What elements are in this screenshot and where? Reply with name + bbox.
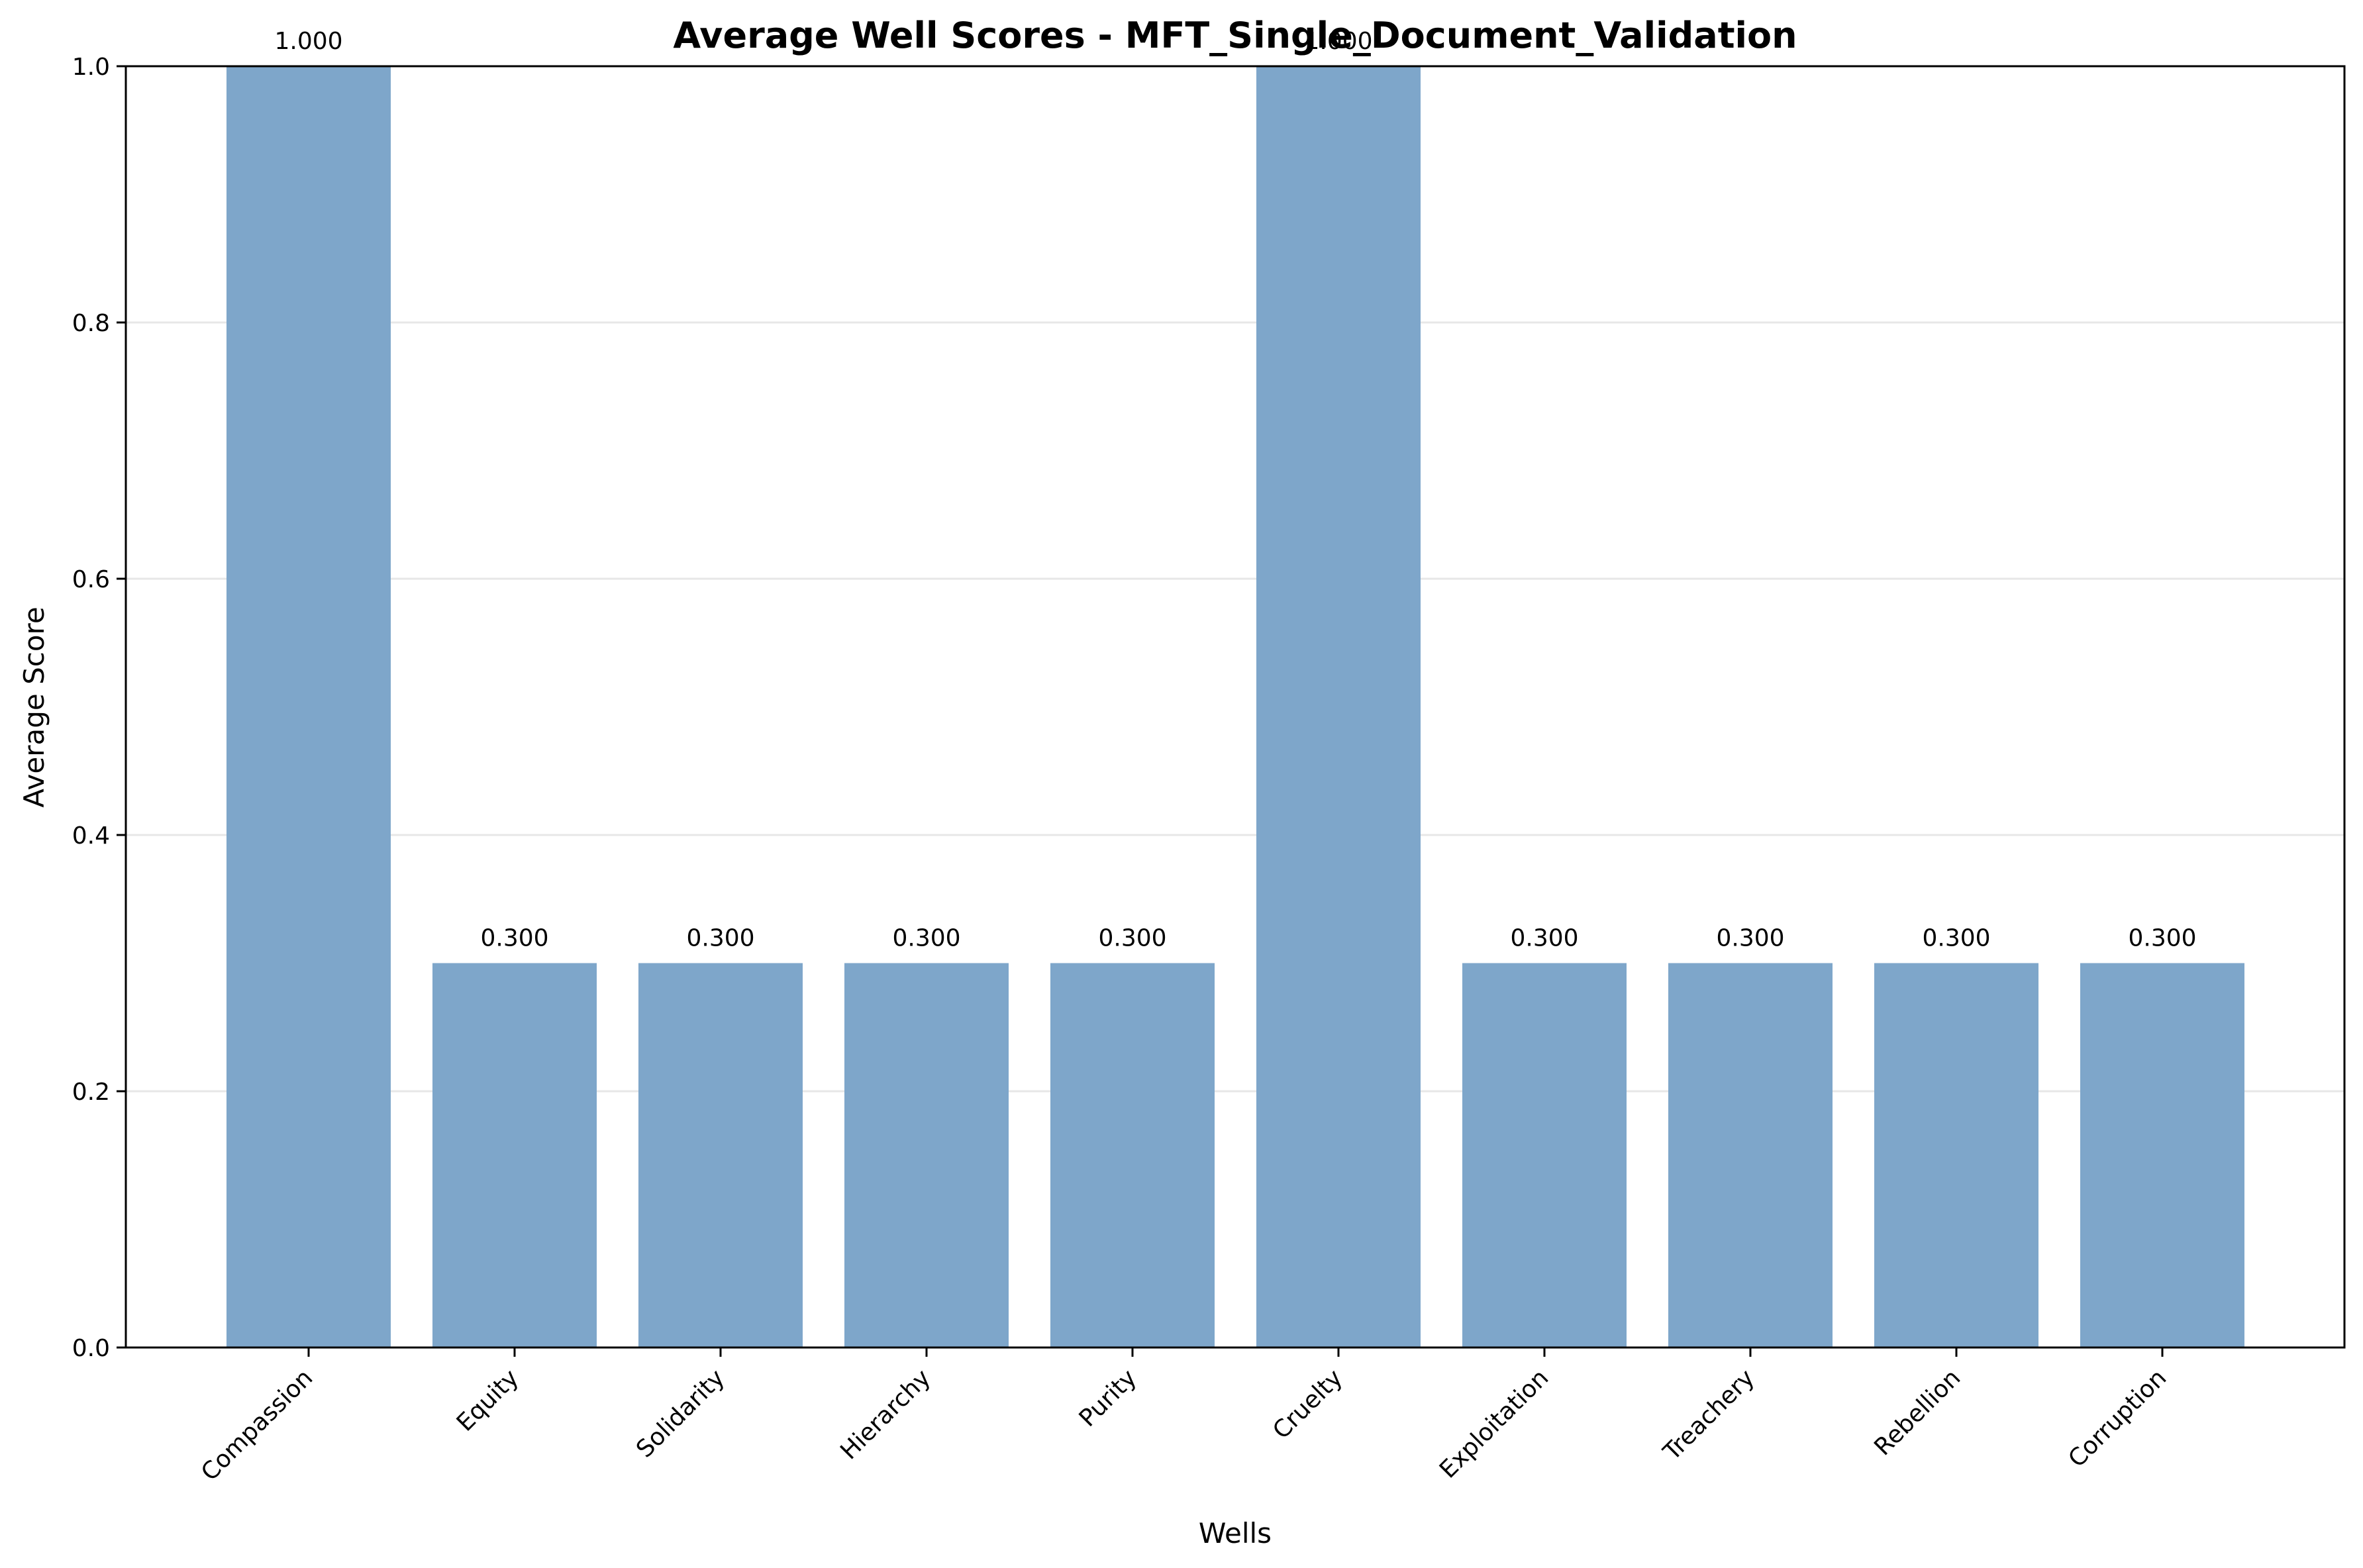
bar-cruelty [1256, 66, 1421, 1348]
chart-title: Average Well Scores - MFT_Single_Documen… [673, 15, 1797, 56]
bar-value-label: 0.300 [892, 925, 960, 952]
y-axis: 0.0 0.2 0.4 0.6 0.8 1.0 [72, 54, 126, 1362]
bar-equity [432, 963, 597, 1348]
bar-purity [1050, 963, 1215, 1348]
y-tick-label: 0.6 [72, 566, 110, 593]
bar-solidarity [638, 963, 803, 1348]
x-axis-label: Wells [1199, 1517, 1272, 1549]
bar-value-label: 0.300 [2128, 925, 2196, 952]
bar-compassion [226, 66, 391, 1348]
x-tick-label: Treachery [1658, 1364, 1760, 1466]
bar-value-label: 0.300 [1098, 925, 1166, 952]
y-tick-label: 0.8 [72, 310, 110, 337]
bar-exploitation [1462, 963, 1627, 1348]
bar-value-label: 1.000 [274, 28, 342, 55]
y-tick-label: 1.0 [72, 54, 110, 81]
bar-hierarchy [844, 963, 1009, 1348]
y-axis-label: Average Score [18, 607, 50, 807]
y-tick-label: 0.4 [72, 822, 110, 850]
x-axis: Compassion Equity Solidarity Hierarchy Purit… [196, 1348, 2172, 1487]
y-tick-label: 0.2 [72, 1079, 110, 1106]
x-tick-label: Rebellion [1869, 1364, 1966, 1461]
bar-value-label: 0.300 [1716, 925, 1784, 952]
plot-frame [125, 65, 2346, 1349]
x-tick-label: Equity [452, 1364, 524, 1436]
x-tick-label: Purity [1074, 1364, 1142, 1432]
x-tick-label: Corruption [2063, 1364, 2172, 1473]
bar-value-labels: 1.000 0.300 0.300 0.300 0.300 1.000 0.300 0.300… [274, 28, 2196, 952]
bar-value-label: 0.300 [1510, 925, 1578, 952]
bar-treachery [1668, 963, 1833, 1348]
y-tick-label: 0.0 [72, 1335, 110, 1362]
bar-value-label: 0.300 [480, 925, 548, 952]
bar-value-label: 0.300 [686, 925, 754, 952]
x-tick-label: Cruelty [1268, 1364, 1348, 1444]
bar-value-label: 1.000 [1304, 28, 1372, 55]
bar-rebellion [1874, 963, 2038, 1348]
x-tick-label: Compassion [196, 1364, 318, 1486]
bar-value-label: 0.300 [1922, 925, 1990, 952]
x-tick-label: Solidarity [631, 1364, 730, 1463]
x-tick-label: Exploitation [1434, 1364, 1554, 1483]
x-tick-label: Hierarchy [835, 1364, 936, 1465]
bars [226, 66, 2244, 1348]
bar-corruption [2080, 963, 2244, 1348]
